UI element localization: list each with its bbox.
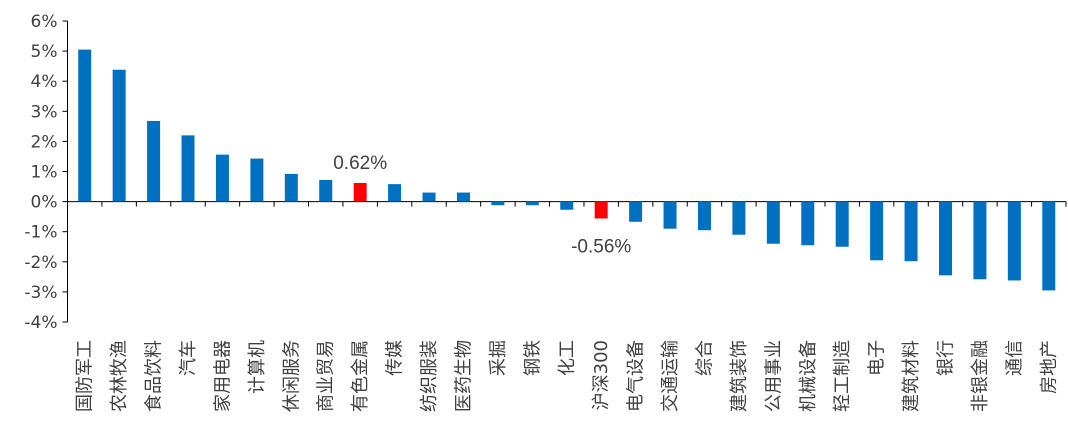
bar-9 [388,184,402,202]
category-label: 商业贸易 [316,340,337,412]
bar-24 [904,201,918,262]
category-label: 建筑装饰 [729,340,750,412]
bar-26 [973,201,987,280]
category-label: 综合 [694,340,715,376]
bar-5 [250,158,264,202]
bar-20 [766,201,780,244]
y-tick-label: 1% [31,163,58,183]
bar-12 [491,201,505,206]
data-label: 0.62% [333,153,387,174]
bars [78,49,1056,291]
bar-21 [801,201,815,246]
bar-28 [1042,201,1056,291]
y-tick-label: 5% [31,42,58,62]
category-label: 计算机 [247,340,268,394]
category-label: 化工 [557,340,578,376]
bar-0 [78,49,92,202]
category-label: 食品饮料 [144,340,165,412]
y-tick-label: 6% [31,12,58,32]
category-label: 公用事业 [763,340,784,412]
category-label: 轻工制造 [832,340,853,412]
category-label: 传媒 [385,340,406,376]
category-label: 休闲服务 [281,340,302,412]
bar-27 [1007,201,1021,281]
y-tick-label: -4% [24,313,57,333]
category-label: 非银金融 [970,340,991,412]
category-label: 沪深300 [591,340,612,410]
y-tick-label: 2% [31,132,58,152]
bar-2 [147,120,161,202]
bar-14 [560,201,574,210]
bar-3 [181,135,195,202]
y-tick-label: 4% [31,72,58,92]
bar-1 [112,69,126,202]
y-tick-label: 3% [31,102,58,122]
category-label: 汽车 [178,340,199,376]
category-label: 通信 [1004,340,1025,376]
bar-19 [732,201,746,235]
y-tick-label: -1% [24,223,57,243]
y-tick-label: 0% [31,193,58,213]
category-label: 国防军工 [75,340,96,412]
category-label: 电气设备 [626,340,647,412]
data-label: -0.56% [571,236,631,257]
category-label: 纺织服装 [419,340,440,412]
bar-8 [353,182,367,202]
x-axis-ticks [101,201,1067,207]
category-label: 房地产 [1039,340,1060,394]
y-axis-ticks: 6% 5% 4% 3% 2% 1% 0% -1% -2% -3% -4% [24,12,68,333]
category-label: 电子 [867,340,888,376]
category-label: 机械设备 [798,340,819,412]
bar-23 [870,201,884,261]
y-tick-label: -3% [24,283,57,303]
category-labels: 国防军工 农林牧渔 食品饮料 汽车 家用电器 计算机 休闲服务 商业贸易 有色金属 传媒 纺织服装医… [75,340,1060,412]
category-label: 医药生物 [453,340,474,412]
data-labels: 0.62% -0.56% [333,153,631,258]
category-label: 钢铁 [522,340,543,376]
y-tick-label: -2% [24,253,57,273]
bar-11 [456,192,470,202]
category-label: 交通运输 [660,340,681,412]
bar-25 [938,201,952,276]
category-label: 采掘 [488,340,509,376]
category-label: 农林牧渔 [109,340,130,412]
bar-7 [319,179,333,202]
bar-6 [284,173,298,202]
bar-17 [663,201,677,229]
bar-22 [835,201,849,247]
bar-15 [594,201,608,219]
bar-4 [215,154,229,202]
category-label: 家用电器 [212,340,233,412]
category-label: 银行 [935,340,956,376]
category-label: 有色金属 [350,340,371,412]
category-label: 建筑材料 [901,340,922,412]
bar-18 [697,201,711,231]
bar-13 [525,201,539,206]
bar-10 [422,192,436,202]
bar-16 [629,201,643,222]
